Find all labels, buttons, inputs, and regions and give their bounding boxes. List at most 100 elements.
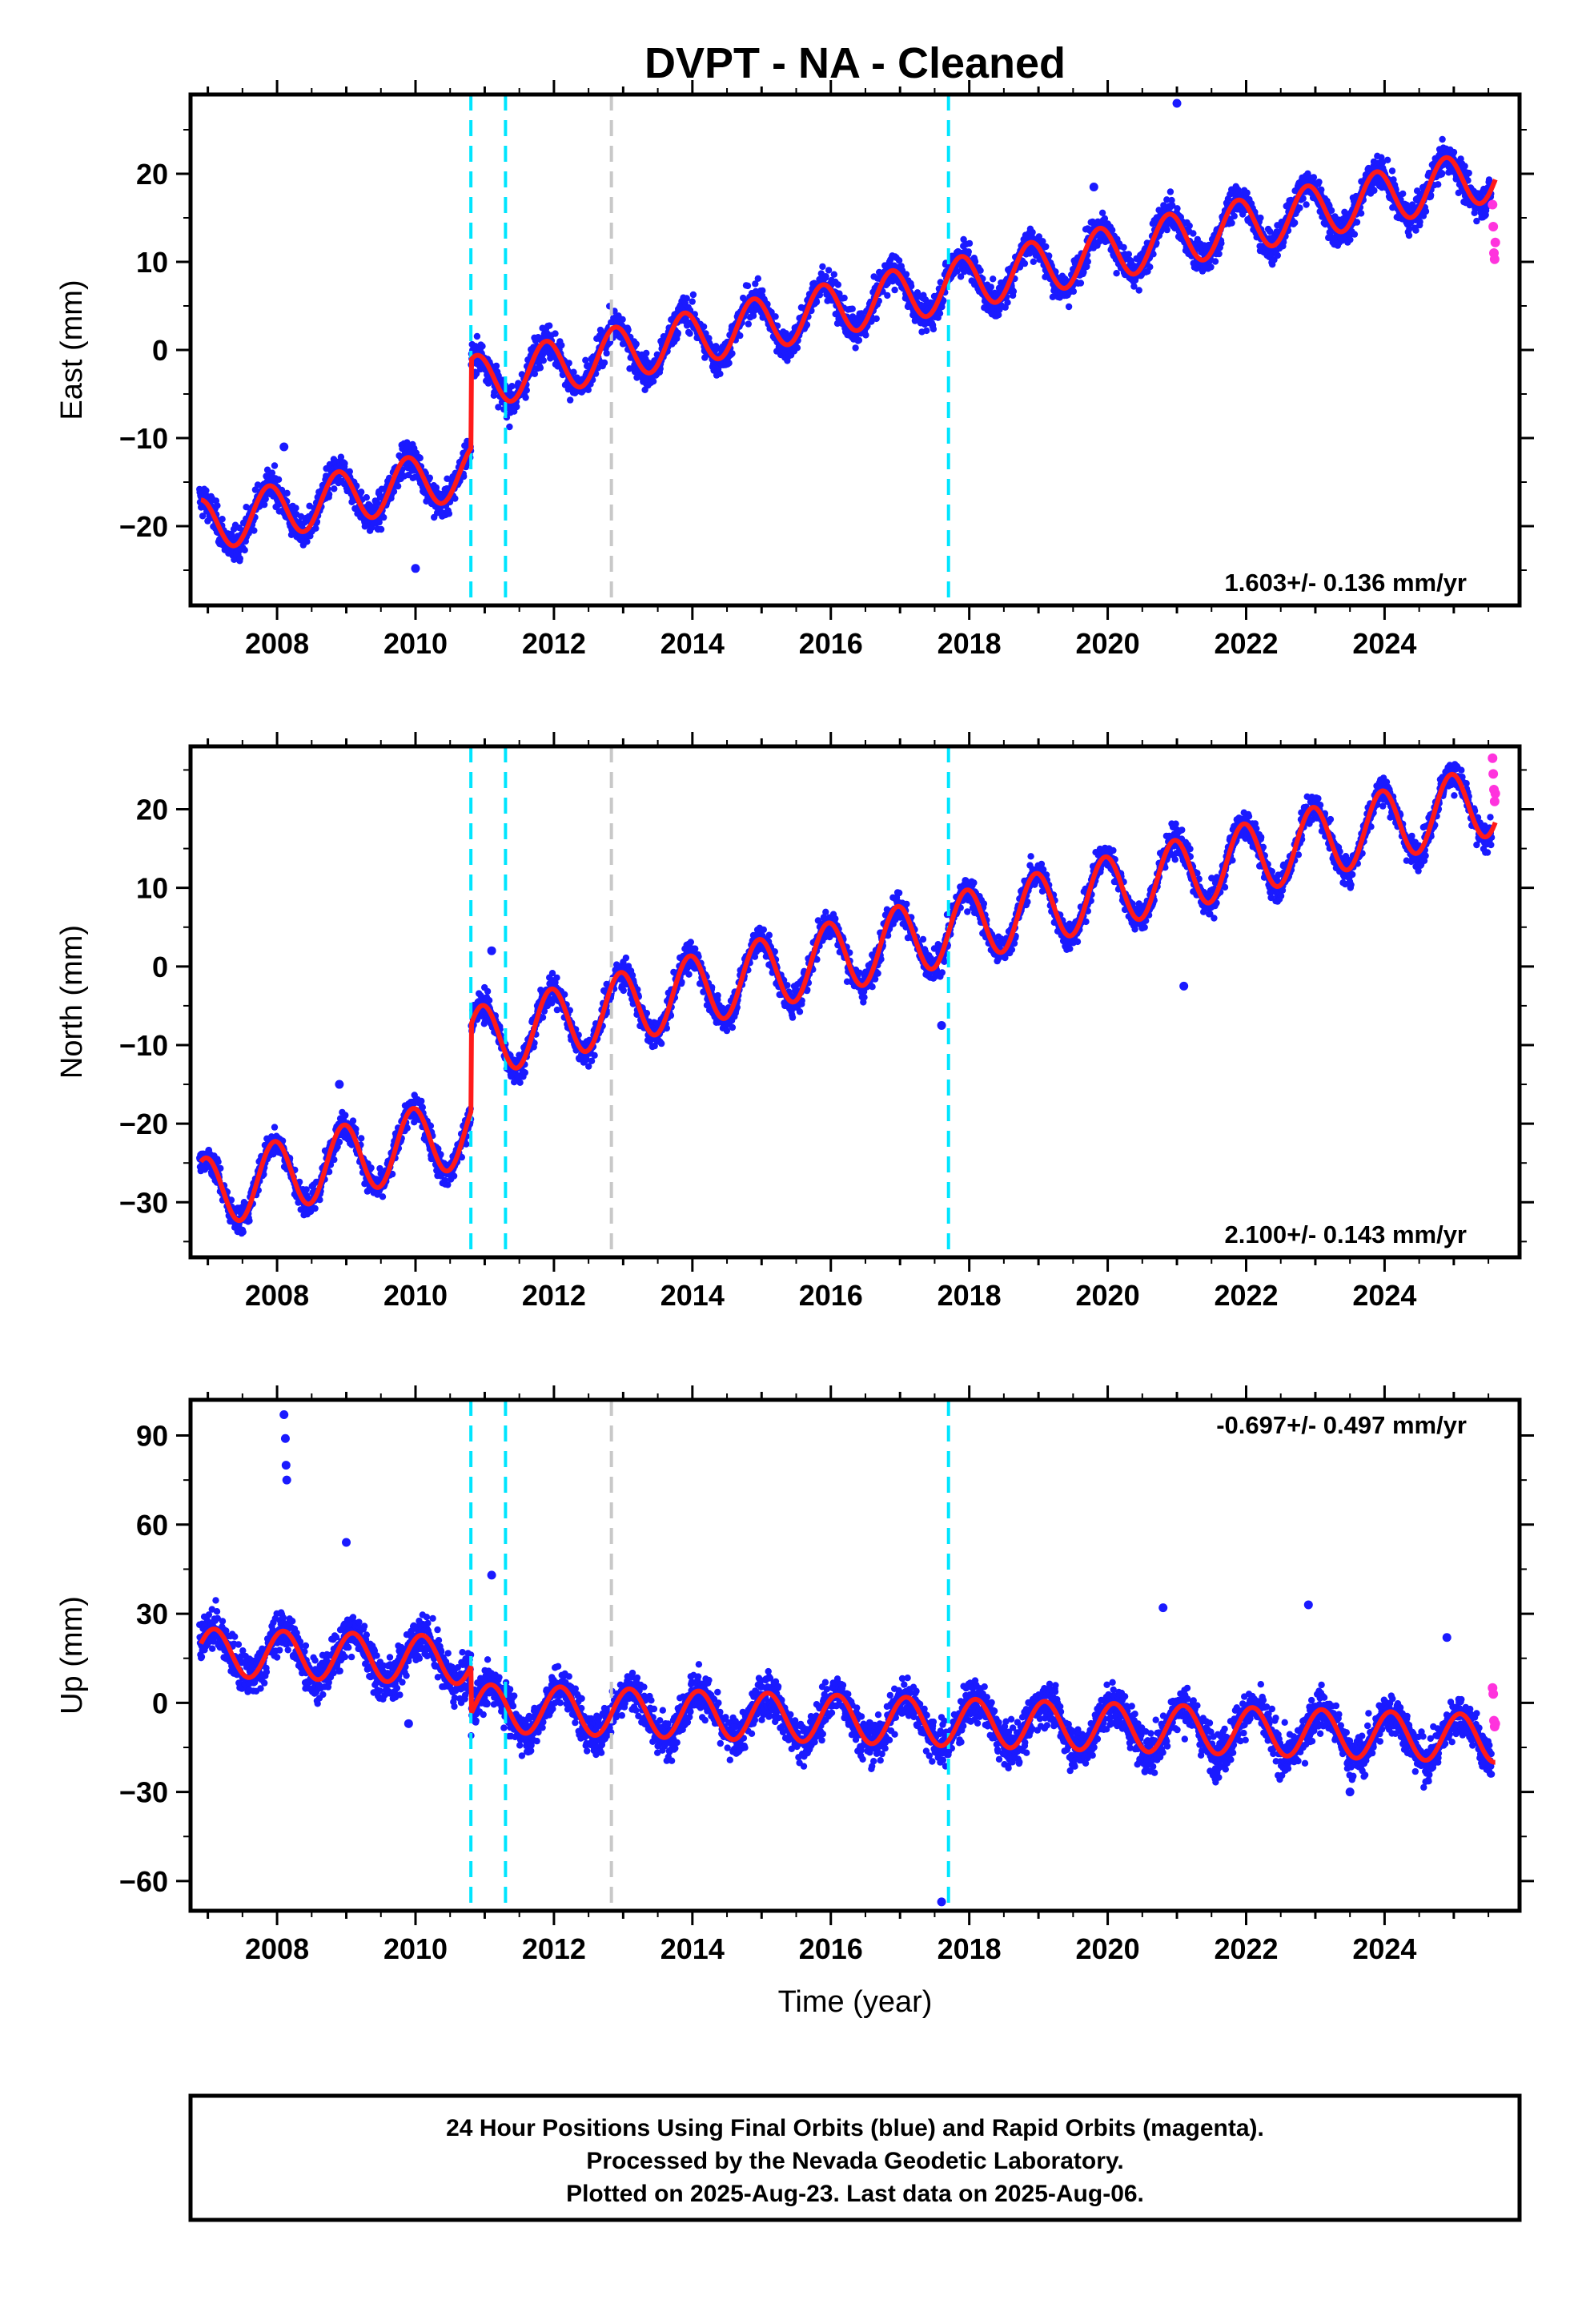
plot-area [196, 94, 1500, 605]
y-tick-label: −20 [119, 1108, 168, 1140]
outlier-point [1303, 1600, 1313, 1610]
outlier-point [1179, 981, 1189, 991]
outlier-point [1345, 1787, 1355, 1797]
outlier-point [411, 564, 420, 573]
chart-title: DVPT - NA - Cleaned [644, 39, 1066, 87]
x-tick-label: 2022 [1214, 627, 1278, 660]
x-tick-label: 2016 [799, 627, 863, 660]
outlier-point [487, 1570, 496, 1580]
outlier-point [342, 1538, 351, 1547]
x-tick-label: 2014 [661, 627, 725, 660]
rapid-point [1488, 753, 1498, 763]
y-tick-label: 20 [136, 794, 168, 826]
outlier-point [281, 1461, 291, 1470]
rapid-point [1489, 254, 1500, 264]
y-tick-label: −20 [119, 510, 168, 543]
velocity-rate-label: 1.603+/- 0.136 mm/yr [1225, 569, 1467, 597]
outlier-point [937, 1020, 946, 1030]
panel-up: 2008 2010 2012 2014 2016 2018 2020 2022 2024 −60 −… [55, 1385, 1534, 1965]
model-curve [199, 1626, 1496, 1765]
x-tick-label: 2008 [245, 627, 309, 660]
model-curve [200, 155, 1498, 549]
x-tick-label: 2014 [661, 1932, 725, 1965]
outlier-point [279, 442, 289, 452]
x-tick-label: 2016 [799, 1279, 863, 1312]
y-tick-label: 10 [136, 246, 168, 279]
y-tick-label: 0 [152, 1687, 168, 1719]
panel-east: 2008 2010 2012 2014 2016 2018 2020 2022 2024−20−… [55, 80, 1534, 660]
x-tick-label: 2018 [938, 1932, 1002, 1965]
outlier-point [280, 1433, 290, 1443]
rapid-orbit-points [1488, 753, 1500, 806]
outlier-point [279, 1410, 289, 1420]
rapid-point [1489, 796, 1500, 806]
outlier-point [282, 1475, 291, 1485]
x-tick-label: 2014 [661, 1279, 725, 1312]
x-tick-label: 2020 [1076, 627, 1140, 660]
y-tick-label: 10 [136, 872, 168, 905]
x-tick-label: 2008 [245, 1279, 309, 1312]
outlier-point [404, 1719, 413, 1728]
x-tick-label: 2018 [938, 1279, 1002, 1312]
x-tick-label: 2022 [1214, 1932, 1278, 1965]
rapid-point [1488, 1689, 1499, 1699]
x-tick-label: 2012 [522, 1279, 586, 1312]
rapid-point [1488, 199, 1498, 210]
panel-frame [188, 744, 1522, 1260]
x-tick-label: 2020 [1076, 1279, 1140, 1312]
y-tick-label: 0 [152, 951, 168, 983]
outlier-point [335, 1080, 344, 1089]
footer-line-3: Plotted on 2025-Aug-23. Last data on 202… [566, 2181, 1144, 2207]
model-curve [199, 771, 1498, 1224]
outlier-point [1442, 1633, 1452, 1642]
x-tick-label: 2010 [383, 1932, 448, 1965]
x-tick-label: 2024 [1352, 627, 1416, 660]
y-tick-label: 0 [152, 334, 168, 367]
x-tick-label: 2010 [383, 1279, 448, 1312]
velocity-rate-label: -0.697+/- 0.497 mm/yr [1216, 1411, 1467, 1439]
rapid-point [1488, 769, 1499, 779]
rapid-point [1488, 222, 1499, 231]
footer-line-2: Processed by the Nevada Geodetic Laborat… [586, 2148, 1123, 2174]
x-tick-label: 2024 [1352, 1279, 1416, 1312]
x-tick-label: 2008 [245, 1932, 309, 1965]
panel-frame [188, 1397, 1522, 1913]
y-tick-label: 20 [136, 158, 168, 191]
x-tick-label: 2024 [1352, 1932, 1416, 1965]
rapid-point [1490, 788, 1500, 798]
y-tick-label: 60 [136, 1509, 168, 1542]
x-tick-label: 2016 [799, 1932, 863, 1965]
rapid-point [1490, 1719, 1500, 1729]
y-tick-label: −10 [119, 1029, 168, 1062]
footer-box: 24 Hour Positions Using Final Orbits (bl… [188, 2093, 1522, 2222]
y-tick-label: −10 [119, 422, 168, 455]
y-tick-label: −30 [119, 1776, 168, 1809]
y-tick-label: −30 [119, 1186, 168, 1219]
y-axis-label: East (mm) [55, 279, 89, 420]
x-tick-label: 2022 [1214, 1279, 1278, 1312]
y-tick-label: 30 [136, 1598, 168, 1630]
plot-area [196, 1400, 1500, 1911]
outlier-point [487, 946, 496, 955]
velocity-rate-label: 2.100+/- 0.143 mm/yr [1225, 1220, 1467, 1248]
rapid-point [1490, 237, 1500, 247]
footer-line-1: 24 Hour Positions Using Final Orbits (bl… [446, 2115, 1264, 2141]
panel-north: 2008 2010 2012 2014 2016 2018 2020 2022 2024−30−… [55, 732, 1534, 1312]
x-tick-label: 2020 [1076, 1932, 1140, 1965]
rapid-orbit-points [1488, 199, 1500, 264]
outlier-point [1172, 99, 1182, 108]
outlier-point [1089, 183, 1098, 191]
y-tick-label: 90 [136, 1420, 168, 1453]
x-tick-label: 2012 [522, 1932, 586, 1965]
x-tick-label: 2010 [383, 627, 448, 660]
x-axis-label: Time (year) [778, 1985, 933, 2019]
y-axis-label: North (mm) [55, 925, 89, 1079]
x-tick-label: 2018 [938, 627, 1002, 660]
x-tick-label: 2012 [522, 627, 586, 660]
plot-area [196, 746, 1500, 1257]
y-tick-label: −60 [119, 1865, 168, 1898]
outlier-point [937, 1897, 946, 1907]
rapid-orbit-points [1488, 1683, 1500, 1732]
y-axis-label: Up (mm) [55, 1596, 89, 1715]
